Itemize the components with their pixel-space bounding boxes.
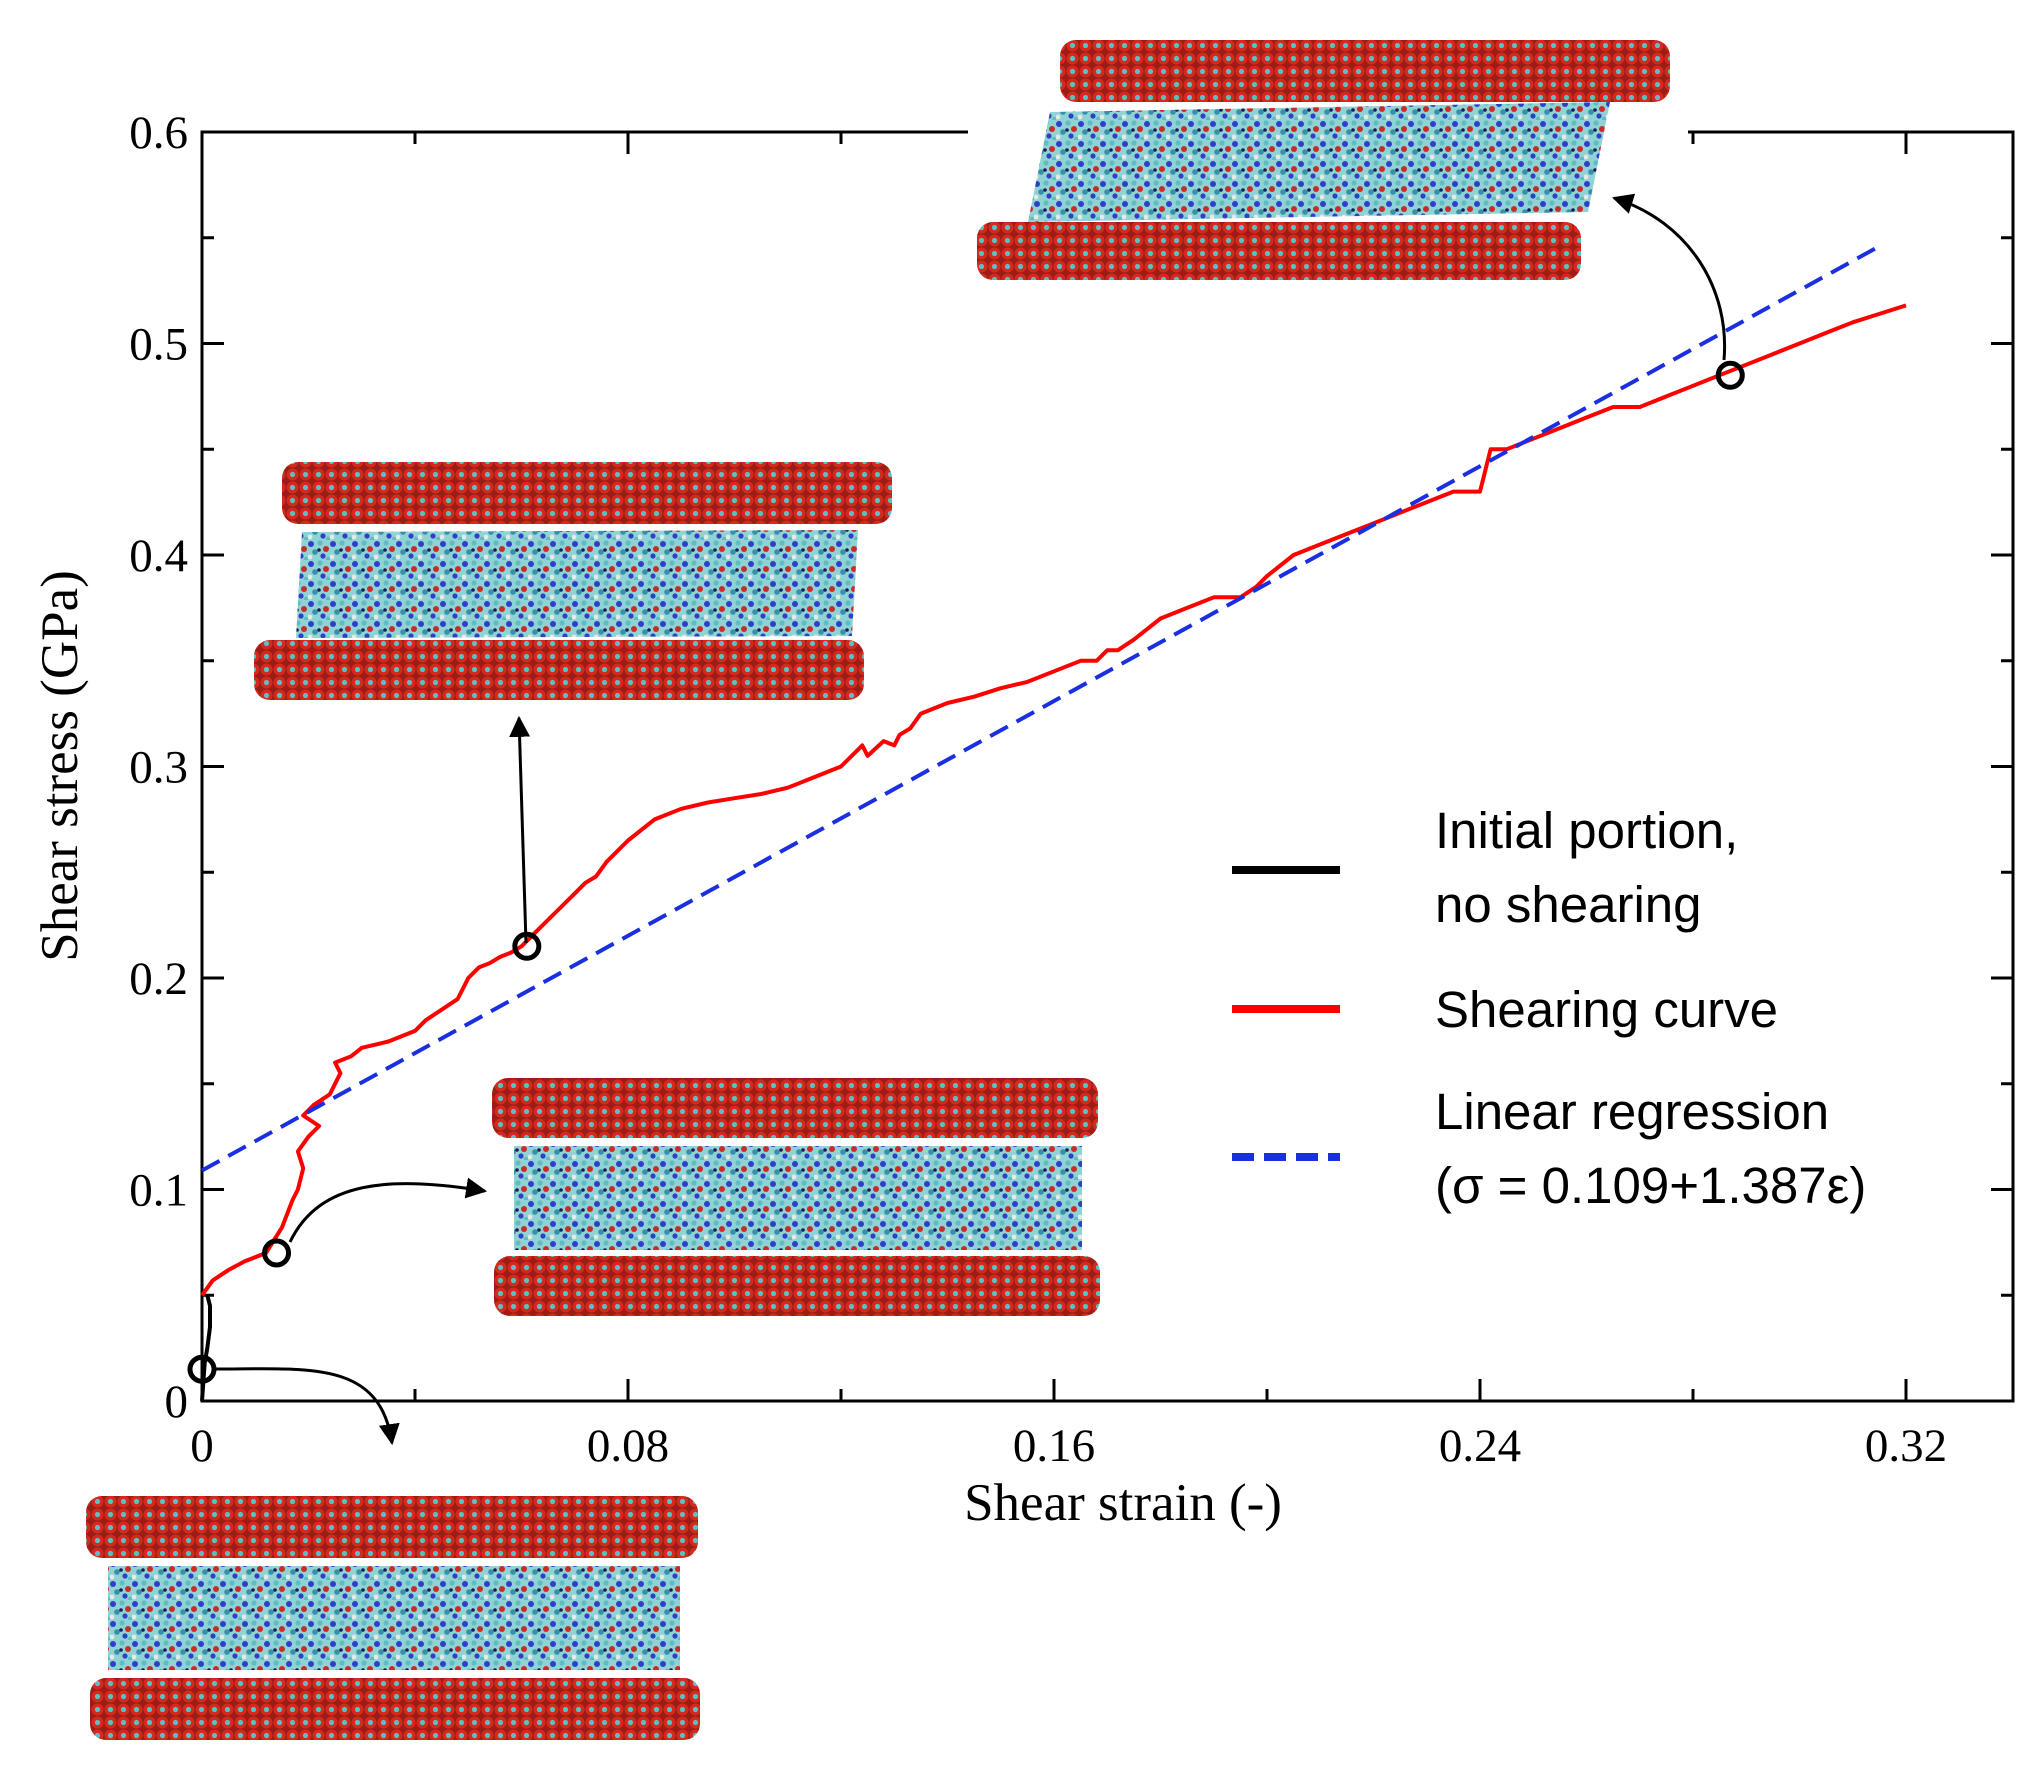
marker-late: [1715, 360, 1745, 390]
arrow-to-snapshot-mid: [509, 715, 531, 944]
x-tick-label: 0.16: [1013, 1420, 1095, 1472]
x-tick-label: 0: [190, 1420, 214, 1472]
snapshot-early: [490, 1074, 1100, 1318]
y-tick-label: 0.4: [129, 530, 188, 582]
series-initial-line: [200, 1294, 212, 1402]
legend-label-regression-2: (σ = 0.109+1.387ε): [1435, 1157, 1866, 1214]
tick-labels: 0 0.08 0.16 0.24 0.32 0 0.1 0.2 0.3 0.4 0.5 0.6: [129, 107, 1947, 1472]
snapshot-late: [968, 20, 1688, 280]
y-tick-label: 0.6: [129, 107, 188, 159]
legend-label-regression-1: Linear regression: [1435, 1083, 1829, 1140]
y-tick-label: 0.3: [129, 742, 188, 794]
y-tick-label: 0: [165, 1376, 189, 1428]
marker-origin: [187, 1354, 217, 1384]
x-tick-label: 0.24: [1439, 1420, 1521, 1472]
y-tick-label: 0.5: [129, 319, 188, 371]
legend-label-initial-2: no shearing: [1435, 876, 1702, 933]
y-tick-label: 0.1: [129, 1165, 188, 1217]
marker-early: [262, 1238, 292, 1268]
point-markers: [187, 360, 1745, 1384]
series-shearing-curve: [200, 303, 1907, 1297]
snapshot-mid: [254, 462, 894, 702]
snapshot-initial: [84, 1490, 706, 1746]
x-tick-label: 0.08: [587, 1420, 669, 1472]
legend-label-shearing: Shearing curve: [1435, 981, 1778, 1038]
x-axis-title: Shear strain (-): [964, 1474, 1282, 1532]
marker-mid: [512, 931, 542, 961]
legend-label-initial-1: Initial portion,: [1435, 802, 1738, 859]
arrow-to-snapshot-early: [288, 1177, 488, 1243]
legend: Initial portion, no shearing Shearing cu…: [1232, 802, 1866, 1214]
y-axis-title: Shear stress (GPa): [31, 570, 89, 962]
arrow-to-snapshot-initial: [215, 1367, 400, 1446]
series-layer: [200, 244, 1907, 1402]
x-tick-label: 0.32: [1865, 1420, 1947, 1472]
y-tick-label: 0.2: [129, 953, 188, 1005]
series-linear-regression: [201, 244, 1881, 1173]
arrow-to-snapshot-late: [1611, 193, 1727, 361]
